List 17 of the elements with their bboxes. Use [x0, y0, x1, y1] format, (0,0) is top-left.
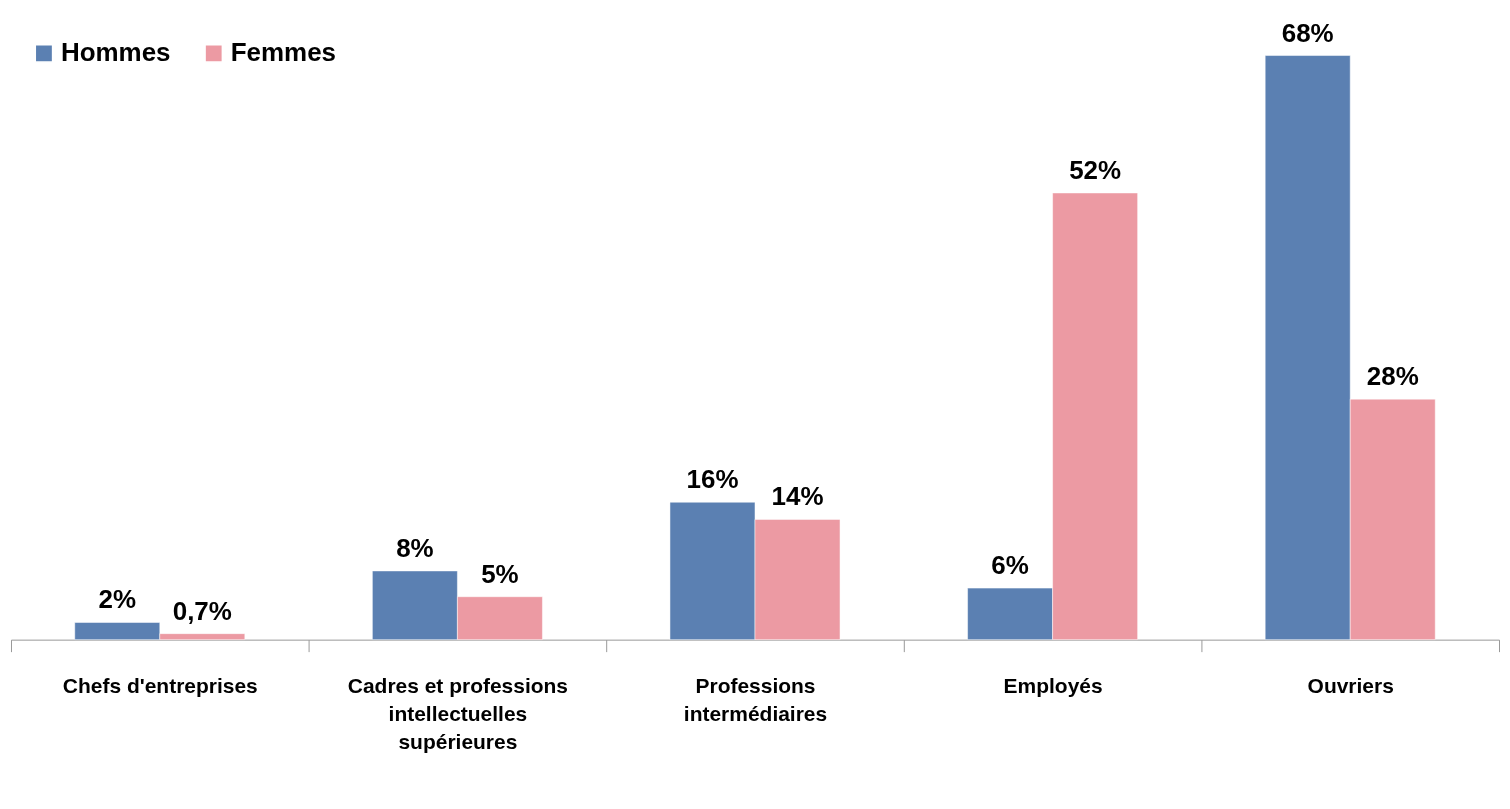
x-tick-label: Cadres et professions intellectuelles supérieures [347, 674, 569, 754]
data-label: 0,7% [172, 595, 232, 626]
x-tick-label: Professions intermédiaires [683, 674, 828, 726]
x-tick-label: Chefs d'entreprises [62, 674, 258, 698]
data-label: 8% [396, 532, 434, 563]
legend-label: Hommes [60, 37, 171, 68]
data-label: 28% [1366, 361, 1419, 392]
data-label: 52% [1069, 154, 1122, 185]
data-label: 14% [771, 481, 824, 512]
data-label: 16% [686, 464, 739, 495]
x-tick-label: Employés [1003, 674, 1103, 698]
x-tick-label: Ouvriers [1307, 674, 1394, 698]
legend-label: Femmes [230, 37, 337, 68]
data-label: 5% [481, 558, 519, 589]
data-label: 6% [991, 550, 1029, 581]
data-label: 2% [98, 584, 137, 615]
data-label: 68% [1281, 17, 1334, 48]
